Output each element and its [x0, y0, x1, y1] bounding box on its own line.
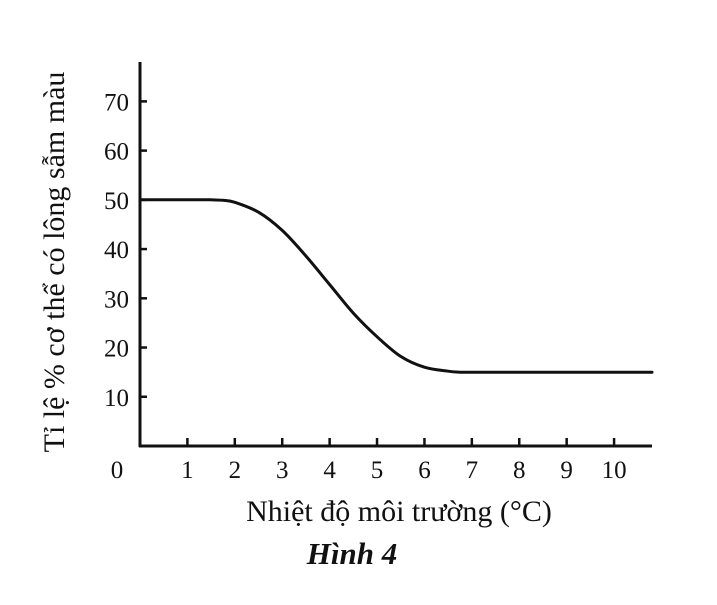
- x-tick-label: 7: [466, 457, 479, 484]
- chart-axes: [138, 62, 652, 448]
- y-tick-label: 10: [104, 385, 129, 412]
- y-tick-label: 20: [104, 336, 129, 363]
- series-line: [138, 198, 654, 374]
- x-tick-label: 5: [371, 457, 384, 484]
- y-axis-label: Tỉ lệ % cơ thể có lông sẫm màu: [38, 72, 71, 453]
- y-tick-label: 50: [104, 188, 129, 215]
- x-tick-label: 10: [602, 457, 627, 484]
- origin-label: 0: [111, 457, 124, 484]
- x-tick-label: 4: [323, 457, 336, 484]
- y-tick-label: 40: [104, 237, 129, 264]
- x-tick-label: 8: [513, 457, 526, 484]
- x-tick-label: 1: [181, 457, 194, 484]
- x-tick-label: 9: [560, 457, 573, 484]
- x-axis-ticks: 1 2 3 4 5 6 7 8 9 10: [181, 438, 627, 484]
- x-tick-label: 3: [276, 457, 289, 484]
- x-tick-label: 2: [229, 457, 242, 484]
- figure-caption: Hình 4: [306, 536, 397, 571]
- y-axis-ticks: 10 20 30 40 50 60 70: [104, 89, 147, 412]
- y-tick-label: 30: [104, 286, 129, 313]
- x-axis-label: Nhiệt độ môi trường (°C): [246, 495, 552, 528]
- x-tick-label: 6: [418, 457, 431, 484]
- y-tick-label: 70: [104, 89, 129, 116]
- y-tick-label: 60: [104, 139, 129, 166]
